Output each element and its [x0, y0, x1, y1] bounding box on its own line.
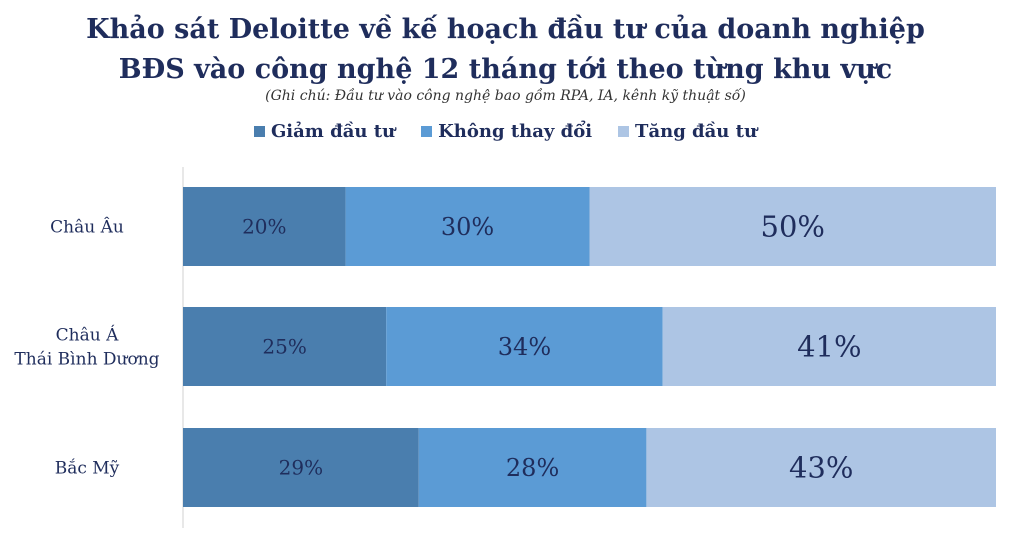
legend-item-giam: Giảm đầu tư [253, 121, 396, 142]
bar-segment [386, 307, 663, 386]
legend-item-tang: Tăng đầu tư [618, 121, 757, 142]
chart-title-line-1: Khảo sát Deloitte về kế hoạch đầu tư của… [86, 14, 925, 45]
chart-subtitle: (Ghi chú: Đầu tư vào công nghệ bao gồm R… [265, 88, 746, 104]
bar-segment [646, 428, 996, 507]
legend-label-tang: Tăng đầu tư [635, 121, 758, 142]
category-label: Châu Á Thái Bình Dương [14, 325, 159, 370]
legend: Giảm đầu tư Không thay đổi Tăng đầu tư [0, 121, 1011, 142]
bar-segment [345, 187, 590, 266]
legend-swatch-tang [618, 126, 630, 137]
legend-swatch-giam [253, 126, 265, 137]
data-label: 50% [761, 210, 825, 244]
legend-label-giam: Giảm đầu tư [270, 121, 396, 142]
bar-segment [183, 187, 346, 266]
data-label: 41% [797, 330, 861, 364]
data-label: 20% [242, 215, 286, 239]
bar-segment [418, 428, 647, 507]
category-label: Bắc Mỹ [55, 459, 120, 479]
legend-label-khong-doi: Không thay đổi [438, 121, 593, 142]
data-label: 28% [506, 454, 559, 482]
bar-segment [183, 307, 387, 386]
data-label: 34% [498, 333, 551, 361]
bar-segment [589, 187, 996, 266]
bar-segment [183, 428, 419, 507]
data-label: 30% [441, 213, 494, 241]
data-label: 29% [279, 456, 323, 480]
data-label: 43% [789, 451, 853, 485]
legend-item-khong-doi: Không thay đổi [421, 121, 592, 142]
chart-title-line-2: BĐS vào công nghệ 12 tháng tới theo từng… [118, 54, 893, 85]
data-label: 25% [262, 335, 306, 359]
legend-swatch-khong-doi [421, 126, 433, 137]
bar-segment [662, 307, 996, 386]
category-label: Châu Âu [50, 217, 124, 238]
